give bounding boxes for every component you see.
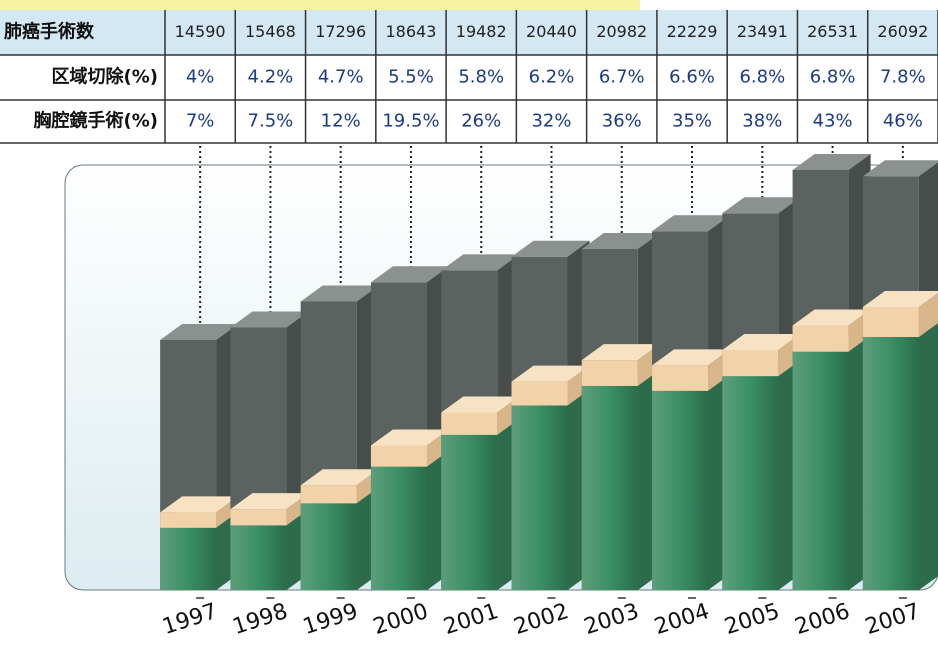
vats-bar: [581, 385, 638, 590]
x-tick-label: 2004: [651, 599, 712, 640]
cell-value: 26092: [877, 22, 928, 41]
cell-value: 7.5%: [248, 111, 294, 132]
row-label: 胸腔鏡手術(%): [34, 110, 159, 132]
cell-value: 17296: [315, 22, 366, 41]
cell-value: 35%: [672, 111, 712, 132]
segment-bar: [792, 325, 849, 352]
segment-bar: [581, 360, 638, 386]
segment-bar: [230, 509, 287, 526]
cell-value: 6.2%: [529, 67, 575, 88]
segment-bar: [370, 445, 427, 467]
x-axis: 1997 1998 1999 2000 2001 2002 2003 2004 2005 2006…: [159, 597, 923, 640]
cell-value: 5.5%: [388, 67, 434, 88]
x-tick-label: 2002: [511, 599, 572, 640]
row-label: 区域切除(%): [52, 66, 159, 88]
vats-bar: [300, 503, 357, 590]
cell-value: 6.8%: [810, 67, 856, 88]
top-strip: [0, 0, 640, 10]
segment-bar: [300, 485, 357, 504]
table-header-bg: [0, 10, 938, 55]
segment-bar-top: [370, 429, 449, 446]
segment-bar: [652, 365, 709, 391]
count-bar-top: [581, 232, 660, 249]
count-bar-top: [300, 285, 379, 302]
segment-bar-top: [862, 291, 938, 307]
cell-value: 12%: [321, 111, 361, 132]
segment-bar: [722, 349, 779, 377]
x-tick-label: 2007: [862, 599, 923, 640]
cell-value: 6.8%: [739, 67, 785, 88]
segment-bar: [511, 381, 568, 406]
bars: [160, 146, 938, 591]
cell-value: 19.5%: [382, 111, 439, 132]
cell-value: 7.8%: [880, 67, 926, 88]
cell-value: 26%: [461, 111, 501, 132]
x-tick-label: 2001: [441, 599, 502, 640]
vats-bar: [792, 351, 849, 590]
count-bar-top: [652, 215, 731, 232]
cell-value: 14590: [175, 22, 226, 41]
segment-bar-top: [652, 349, 731, 366]
count-bar-top: [160, 324, 239, 340]
count-bar-top: [441, 254, 520, 271]
x-tick-label: 2003: [581, 599, 642, 640]
cell-value: 6.6%: [669, 67, 715, 88]
cell-value: 18643: [386, 22, 437, 41]
count-bar-top: [862, 160, 938, 177]
cell-value: 7%: [186, 111, 215, 132]
cell-value: 6.7%: [599, 67, 645, 88]
cell-value: 36%: [602, 111, 642, 132]
segment-bar-top: [722, 333, 801, 350]
x-tick-label: 1998: [230, 599, 291, 640]
cell-value: 43%: [813, 111, 853, 132]
count-bar-top: [230, 311, 309, 328]
vats-bar: [862, 337, 919, 590]
segment-bar: [160, 512, 217, 528]
vats-bar: [230, 525, 287, 590]
count-bar-top: [792, 154, 871, 170]
segment-bar-top: [792, 309, 871, 326]
segment-bar-top: [511, 365, 590, 382]
segment-bar: [441, 412, 498, 435]
vats-bar: [652, 390, 709, 590]
cell-value: 5.8%: [458, 67, 504, 88]
segment-bar-top: [441, 396, 520, 413]
x-tick-label: 1997: [159, 599, 220, 640]
vats-bar-side: [918, 323, 938, 590]
vats-bar: [441, 434, 498, 590]
segment-bar-top: [160, 496, 239, 513]
cell-value: 38%: [742, 111, 782, 132]
cell-value: 4.7%: [318, 67, 364, 88]
segment-bar-side: [918, 293, 938, 337]
cell-value: 4%: [186, 67, 215, 88]
vats-bar: [722, 376, 779, 590]
count-bar-top: [722, 197, 801, 214]
x-tick-label: 2000: [370, 599, 431, 640]
cell-value: 4.2%: [248, 67, 294, 88]
row-label: 肺癌手術数: [4, 21, 95, 43]
count-bar-top: [511, 240, 590, 257]
cell-value: 20982: [596, 22, 647, 41]
x-tick-label: 2005: [722, 599, 783, 640]
vats-bar: [160, 527, 217, 590]
cell-value: 22229: [667, 22, 718, 41]
segment-bar-top: [230, 493, 309, 510]
x-tick-label: 1999: [300, 599, 361, 640]
cell-value: 46%: [883, 111, 923, 132]
segment-bar-top: [581, 344, 660, 361]
count-bar-top: [370, 266, 449, 283]
segment-bar-top: [300, 469, 379, 486]
cell-value: 26531: [807, 22, 858, 41]
cell-value: 15468: [245, 22, 296, 41]
x-tick-label: 2006: [792, 599, 853, 640]
cell-value: 20440: [526, 22, 577, 41]
table: 肺癌手術数 14590 15468 17296 18643 19482 20440 20982…: [0, 10, 938, 144]
cell-value: 19482: [456, 22, 507, 41]
vats-bar: [370, 466, 427, 590]
segment-bar: [862, 307, 919, 337]
cell-value: 23491: [737, 22, 788, 41]
vats-bar: [511, 405, 568, 590]
cell-value: 32%: [531, 111, 571, 132]
